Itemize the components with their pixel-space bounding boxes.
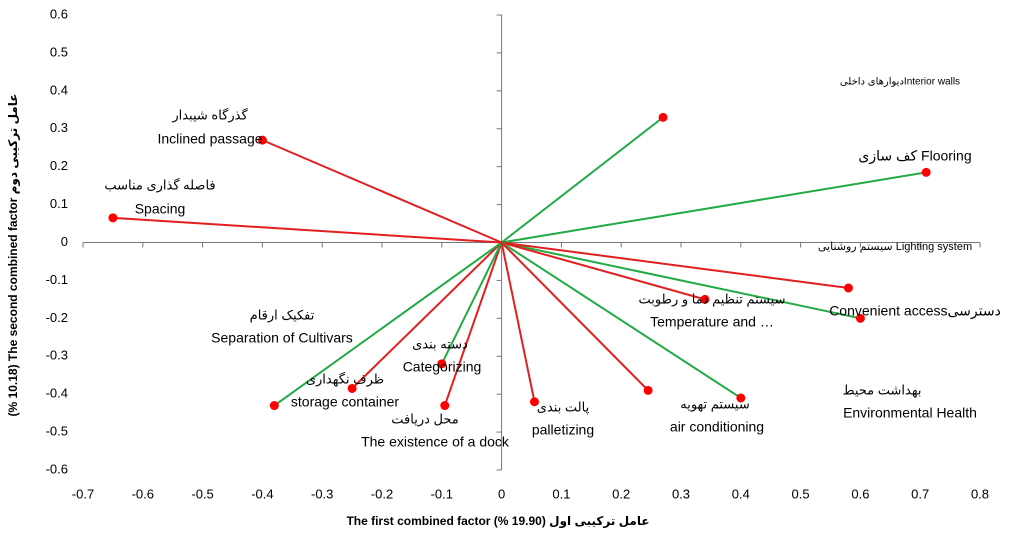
y-tick-label: 0.5 xyxy=(50,44,68,59)
point xyxy=(736,393,746,403)
point xyxy=(700,294,710,304)
point-label: Environmental Health xyxy=(843,405,977,421)
point-label: فاصله گذاری مناسب xyxy=(104,177,215,193)
y-tick-label: 0.2 xyxy=(50,158,68,173)
point xyxy=(108,213,118,223)
point-label: palletizing xyxy=(532,422,594,438)
vector xyxy=(501,241,861,320)
y-tick-label: -0.4 xyxy=(46,386,68,401)
point-label: سیستم روشنایی Lighting system xyxy=(818,241,972,253)
x-tick-label: 0.5 xyxy=(792,486,810,501)
x-axis-title: The first combined factor (% 19.90) عامل… xyxy=(346,514,649,529)
x-tick-label: 0.6 xyxy=(851,486,869,501)
vector xyxy=(112,216,502,244)
point xyxy=(658,112,668,122)
point xyxy=(269,401,279,411)
x-tick-label: 0.1 xyxy=(552,486,570,501)
y-tick-label: 0.1 xyxy=(50,196,68,211)
x-tick-label: -0.6 xyxy=(132,486,154,501)
y-tick-label: 0 xyxy=(61,234,68,249)
x-tick-label: 0.8 xyxy=(971,486,989,501)
point-label: دسته بندی xyxy=(412,336,468,351)
x-tick-label: 0.3 xyxy=(672,486,690,501)
point-label: Separation of Cultivars xyxy=(211,330,353,346)
y-tick-label: -0.2 xyxy=(46,310,68,325)
x-tick-label: -0.3 xyxy=(311,486,333,501)
point xyxy=(921,167,931,177)
vector xyxy=(273,241,503,407)
vector xyxy=(501,241,706,301)
point-label: storage container xyxy=(291,394,400,410)
point-label: پالت بندی xyxy=(537,399,590,414)
point-label: Temperature and … xyxy=(650,314,774,330)
point xyxy=(855,313,865,323)
point xyxy=(347,383,357,393)
point-label: کف سازی Flooring xyxy=(858,148,971,165)
vector xyxy=(351,241,503,390)
y-tick-label: -0.5 xyxy=(46,424,68,439)
x-tick-label: -0.7 xyxy=(72,486,94,501)
point xyxy=(257,135,267,145)
point xyxy=(843,283,853,293)
point-label: سیستم تنظیم دما و رطوبت xyxy=(639,291,786,307)
y-tick-label: -0.3 xyxy=(46,348,68,363)
point-label: air conditioning xyxy=(670,419,764,435)
vector xyxy=(443,242,503,406)
x-tick-label: -0.1 xyxy=(431,486,453,501)
vector xyxy=(501,241,849,289)
x-tick-label: -0.4 xyxy=(251,486,273,501)
vector xyxy=(501,241,742,399)
y-tick-label: 0.3 xyxy=(50,120,68,135)
y-tick-label: -0.1 xyxy=(46,272,68,287)
x-tick-label: 0.7 xyxy=(911,486,929,501)
point-label: ظرف نگهداری xyxy=(306,371,384,387)
point xyxy=(437,359,447,369)
x-tick-label: 0.2 xyxy=(612,486,630,501)
y-tick-label: 0.4 xyxy=(50,82,68,97)
point xyxy=(440,401,450,411)
point-label: Convenient accessدسترسی xyxy=(829,303,1001,320)
x-tick-label: 0.4 xyxy=(732,486,750,501)
point xyxy=(529,397,539,407)
point xyxy=(643,385,653,395)
vector xyxy=(501,171,927,244)
x-tick-label: 0 xyxy=(498,486,505,501)
point-label: Spacing xyxy=(135,201,186,217)
vector xyxy=(500,116,664,244)
point-label: Categorizing xyxy=(403,359,482,375)
x-tick-label: -0.2 xyxy=(371,486,393,501)
y-tick-label: 0.6 xyxy=(50,6,68,21)
y-axis-title: (% 10.18) The second combined factor عام… xyxy=(6,94,21,417)
point-label: سیستم تهویه xyxy=(680,396,750,412)
point-label: محل دریافت xyxy=(391,411,458,427)
point-label: بهداشت محیط xyxy=(843,382,922,398)
x-tick-label: -0.5 xyxy=(191,486,213,501)
point-label: گذرگاه شیبدار xyxy=(171,107,248,123)
vector xyxy=(262,139,502,244)
point-label: The existence of a dock xyxy=(361,434,510,450)
point-label: دیوارهای داخلیInterior walls xyxy=(840,77,960,88)
point-label: Inclined passage xyxy=(157,131,262,147)
vector xyxy=(440,242,503,365)
point-label: تفکیک ارقام xyxy=(250,307,315,323)
vector xyxy=(500,242,536,402)
y-tick-label: -0.6 xyxy=(46,461,68,476)
vector xyxy=(500,241,649,392)
